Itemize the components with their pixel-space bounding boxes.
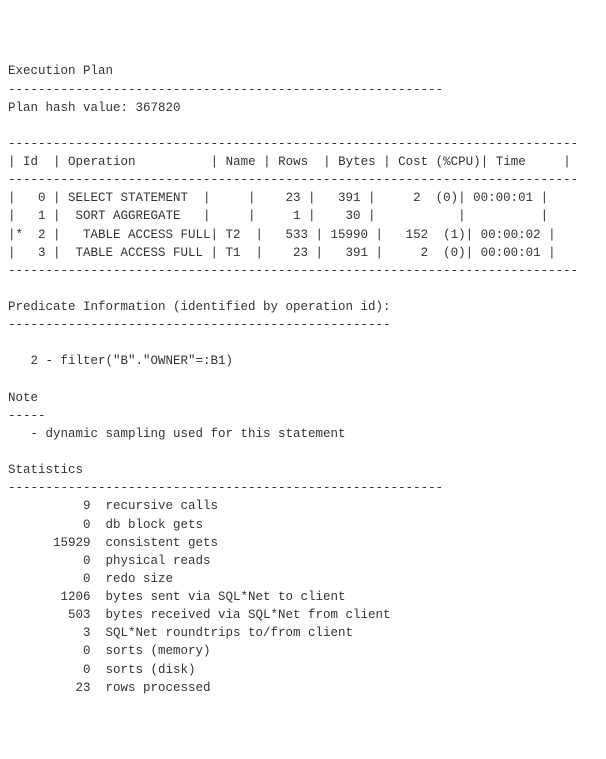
- plan-table-header: | Id | Operation | Name | Rows | Bytes |…: [8, 155, 571, 169]
- col-op: Operation: [68, 155, 136, 169]
- col-cost: Cost (%CPU): [398, 155, 481, 169]
- plan-table-rows: | 0 | SELECT STATEMENT | | 23 | 391 | 2 …: [8, 191, 556, 259]
- note-title: Note: [8, 391, 38, 405]
- predicate-dash: ----------------------------------------…: [8, 318, 391, 332]
- plan-hash-label: Plan hash value:: [8, 101, 128, 115]
- note-lines: - dynamic sampling used for this stateme…: [8, 427, 346, 441]
- stats-rows: 9 recursive calls 0 db block gets 15929 …: [8, 499, 391, 694]
- plan-table-border-bot: ----------------------------------------…: [8, 264, 578, 278]
- col-rows: Rows: [278, 155, 308, 169]
- plan-table-border-top: ----------------------------------------…: [8, 137, 578, 151]
- stats-dash: ----------------------------------------…: [8, 481, 443, 495]
- predicate-lines: 2 - filter("B"."OWNER"=:B1): [8, 354, 233, 368]
- stats-title: Statistics: [8, 463, 83, 477]
- col-time: Time: [496, 155, 526, 169]
- rule-line: ----------------------------------------…: [8, 83, 443, 97]
- plan-hash-value: 367820: [136, 101, 181, 115]
- note-dash: -----: [8, 409, 46, 423]
- col-id: Id: [23, 155, 38, 169]
- col-bytes: Bytes: [338, 155, 376, 169]
- predicate-title: Predicate Information (identified by ope…: [8, 300, 391, 314]
- col-name: Name: [226, 155, 256, 169]
- plan-table-border-mid: ----------------------------------------…: [8, 173, 578, 187]
- exec-plan-title: Execution Plan: [8, 64, 113, 78]
